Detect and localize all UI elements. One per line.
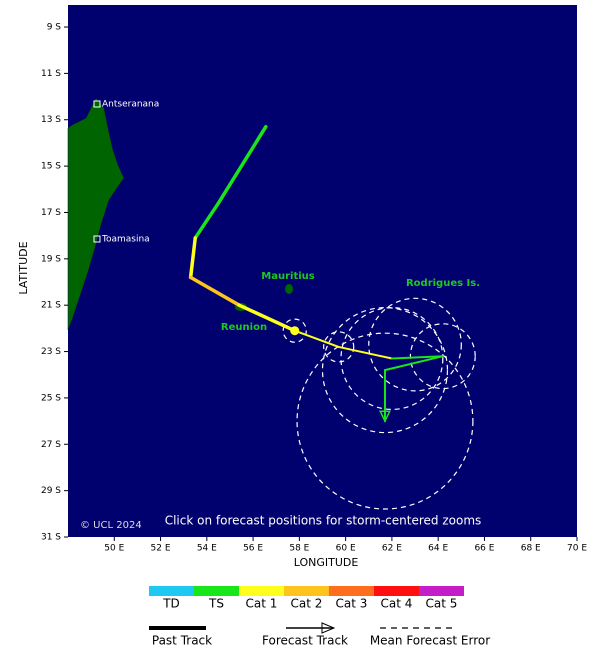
x-tick-label: 52 E xyxy=(151,544,171,554)
y-tick-label: 17 S xyxy=(41,208,61,218)
x-tick-label: 70 E xyxy=(567,544,587,554)
place-label: Mauritius xyxy=(261,271,315,282)
y-tick-label: 21 S xyxy=(41,301,61,311)
credit: © UCL 2024 xyxy=(80,520,142,531)
past-track-segment xyxy=(188,236,197,280)
error-circle xyxy=(409,323,476,390)
error-circle xyxy=(368,297,462,392)
y-tick-label: 15 S xyxy=(41,162,61,172)
error-circle xyxy=(323,331,355,363)
x-tick-label: 50 E xyxy=(104,544,124,554)
forecast-track-segment xyxy=(390,355,444,360)
y-tick-label: 11 S xyxy=(41,69,61,79)
intensity-swatch xyxy=(374,586,419,596)
place-label: Antseranana xyxy=(102,100,159,110)
intensity-label: Cat 1 xyxy=(246,597,278,611)
intensity-label: Cat 4 xyxy=(381,597,413,611)
forecast-track-segment xyxy=(383,355,444,372)
place-label: Reunion xyxy=(221,322,267,333)
legend-label: Past Track xyxy=(152,634,212,648)
forecast-track-segment xyxy=(337,345,393,360)
forecast-track-segment xyxy=(293,329,340,348)
x-tick-label: 54 E xyxy=(197,544,217,554)
intensity-label: Cat 2 xyxy=(291,597,323,611)
intensity-label: TD xyxy=(162,597,180,611)
x-tick-label: 68 E xyxy=(521,544,541,554)
past-track-segment xyxy=(193,201,221,240)
intensity-swatch xyxy=(239,586,284,596)
intensity-label: Cat 3 xyxy=(336,597,368,611)
intensity-swatch xyxy=(149,586,194,596)
y-tick-label: 31 S xyxy=(41,533,61,543)
legend-arrow xyxy=(321,622,336,634)
past-track-segment xyxy=(188,275,241,307)
note: Click on forecast positions for storm-ce… xyxy=(165,514,482,528)
x-tick-label: 60 E xyxy=(336,544,356,554)
past-track-segment xyxy=(237,303,297,333)
error-circle xyxy=(282,318,307,343)
madagascar xyxy=(67,97,125,331)
intensity-swatch xyxy=(329,586,374,596)
x-tick-label: 58 E xyxy=(289,544,309,554)
x-tick-label: 56 E xyxy=(243,544,263,554)
current-position xyxy=(290,326,300,336)
track-layer xyxy=(188,124,476,510)
y-tick-label: 9 S xyxy=(47,23,62,33)
intensity-swatch xyxy=(419,586,464,596)
x-axis-label: LONGITUDE xyxy=(294,556,359,569)
legend-label: Forecast Track xyxy=(262,634,348,648)
y-tick-label: 19 S xyxy=(41,254,61,264)
city-marker xyxy=(93,235,101,243)
y-axis-label: LATITUDE xyxy=(17,241,30,294)
x-tick-label: 66 E xyxy=(474,544,494,554)
forecast-arrowhead xyxy=(378,410,391,423)
place-label: Rodrigues Is. xyxy=(406,278,480,289)
y-tick-label: 13 S xyxy=(41,115,61,125)
mauritius-island xyxy=(285,284,293,294)
y-tick-label: 23 S xyxy=(41,347,61,357)
y-tick-label: 27 S xyxy=(41,440,61,450)
place-label: Toamasina xyxy=(101,235,150,245)
intensity-label: TS xyxy=(208,597,224,611)
intensity-swatch xyxy=(194,586,239,596)
error-circle xyxy=(296,332,474,510)
y-tick-label: 29 S xyxy=(41,486,61,496)
error-circle xyxy=(340,307,444,411)
legend-label: Mean Forecast Error xyxy=(370,634,490,648)
intensity-label: Cat 5 xyxy=(426,597,458,611)
city-marker xyxy=(93,100,101,108)
x-tick-label: 62 E xyxy=(382,544,402,554)
map-area xyxy=(68,5,577,537)
x-tick-label: 64 E xyxy=(428,544,448,554)
past-track-segment xyxy=(216,124,268,205)
y-tick-label: 25 S xyxy=(41,393,61,403)
error-circle xyxy=(321,307,449,434)
intensity-swatch xyxy=(284,586,329,596)
